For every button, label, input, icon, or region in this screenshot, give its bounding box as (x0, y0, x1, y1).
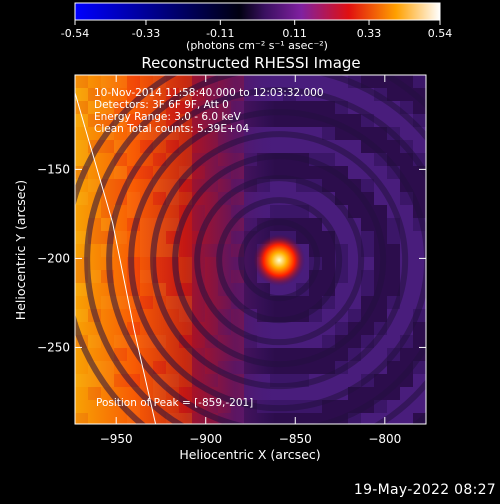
colorbar-tick-label: -0.54 (61, 27, 89, 40)
colorbar-units: (photons cm⁻² s⁻¹ asec⁻²) (186, 39, 328, 52)
chart-title: Reconstructed RHESSI Image (141, 54, 360, 72)
colorbar-tick-label: 0.54 (428, 27, 453, 40)
annotations: 10-Nov-2014 11:58:40.000 to 12:03:32.000… (94, 87, 324, 409)
annotation-counts: Clean Total counts: 5.39E+04 (94, 123, 249, 135)
colorbar-tick-label: -0.33 (132, 27, 160, 40)
x-tick-label: −950 (100, 432, 133, 446)
ripple-rings (75, 75, 426, 424)
y-tick-label: −200 (37, 251, 70, 265)
colorbar-tick-label: 0.33 (357, 27, 382, 40)
x-axis-ticks: −950 −900 −850 −800 (100, 75, 401, 446)
y-tick-label: −150 (37, 162, 70, 176)
plot-frame (74, 74, 427, 425)
x-tick-label: −900 (189, 432, 222, 446)
colorbar-ticks: -0.54 -0.33 -0.11 0.11 0.33 0.54 (61, 20, 452, 40)
annotation-detectors: Detectors: 3F 6F 9F, Att 0 (94, 99, 229, 111)
date-stamp: 19-May-2022 08:27 (353, 482, 496, 498)
x-tick-label: −800 (368, 432, 401, 446)
colorbar (74, 2, 441, 21)
y-axis-ticks: −150 −200 −250 (37, 162, 426, 354)
colorbar-tick-label: 0.11 (282, 27, 307, 40)
y-axis-label: Heliocentric Y (arcsec) (13, 180, 28, 320)
colorbar-tick-label: -0.11 (206, 27, 234, 40)
x-tick-label: −850 (279, 432, 312, 446)
y-tick-label: −250 (37, 340, 70, 354)
peak-source (253, 234, 306, 287)
x-axis-label: Heliocentric X (arcsec) (179, 447, 320, 462)
peak-label: Position of Peak = [-859,-201] (96, 397, 253, 409)
annotation-time: 10-Nov-2014 11:58:40.000 to 12:03:32.000 (94, 87, 324, 99)
solar-limb (75, 92, 157, 424)
image-area (75, 75, 426, 424)
annotation-energy: Energy Range: 3.0 - 6.0 keV (94, 111, 242, 123)
